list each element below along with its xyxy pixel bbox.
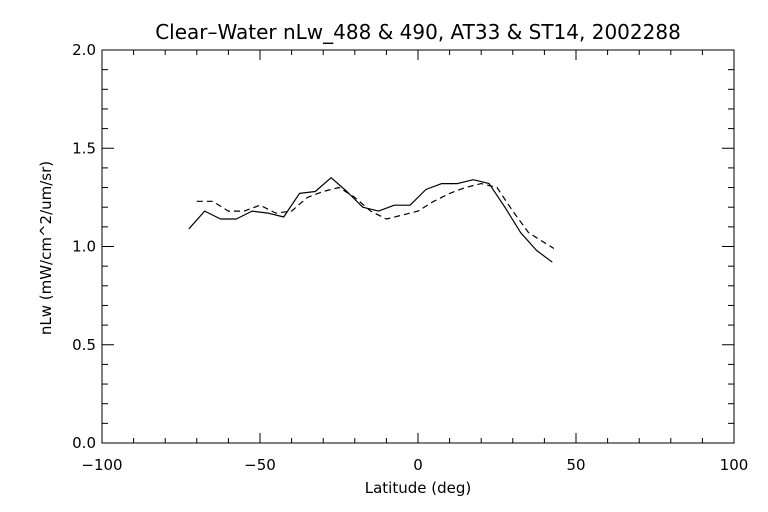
y-axis-label: nLw (mW/cm^2/um/sr) bbox=[37, 161, 55, 335]
series-line-solid bbox=[188, 177, 553, 263]
series-line-dashed bbox=[196, 183, 555, 250]
x-axis-label: Latitude (deg) bbox=[365, 479, 471, 497]
y-tick-label: 1.0 bbox=[72, 238, 96, 256]
chart-title: Clear–Water nLw_488 & 490, AT33 & ST14, … bbox=[155, 20, 681, 44]
x-tick-label: −50 bbox=[244, 456, 276, 474]
x-tick-label: 100 bbox=[720, 456, 749, 474]
ticks-group bbox=[101, 49, 735, 444]
y-tick-label: 0.5 bbox=[72, 336, 96, 354]
y-tick-label: 1.5 bbox=[72, 139, 96, 157]
x-tick-label: 50 bbox=[566, 456, 585, 474]
x-tick-label: 0 bbox=[413, 456, 423, 474]
x-tick-label: −100 bbox=[81, 456, 122, 474]
series-group bbox=[188, 177, 555, 263]
y-tick-label: 2.0 bbox=[72, 41, 96, 59]
y-tick-label: 0.0 bbox=[72, 434, 96, 452]
tick-labels-group: −100 −50 0 50 100 0.0 0.5 1.0 1.5 2.0 bbox=[72, 41, 748, 474]
